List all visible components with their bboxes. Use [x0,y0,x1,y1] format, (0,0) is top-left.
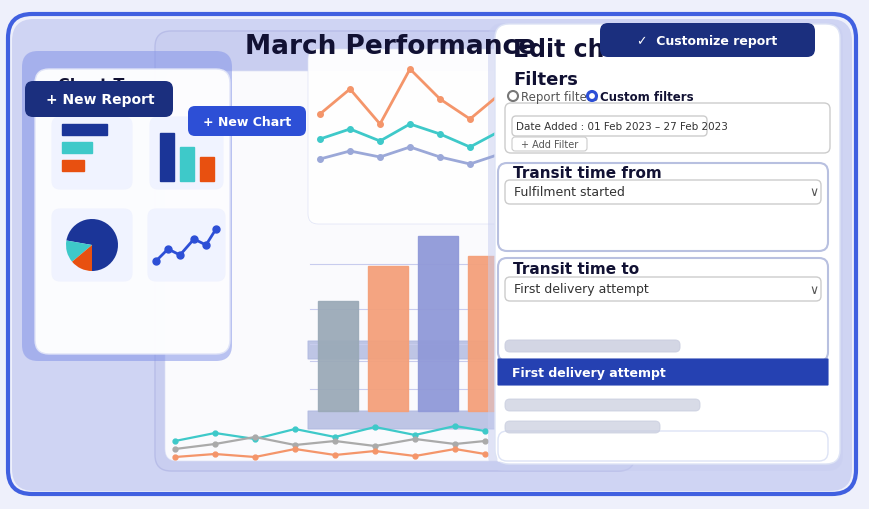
Text: Report filters: Report filters [521,90,597,103]
Wedge shape [66,241,92,262]
Wedge shape [72,245,92,271]
Text: Chart Type: Chart Type [58,77,155,92]
FancyBboxPatch shape [497,259,827,361]
FancyBboxPatch shape [165,72,624,461]
FancyBboxPatch shape [600,24,814,58]
Bar [368,267,408,411]
Circle shape [589,95,594,99]
FancyBboxPatch shape [25,82,173,118]
Text: Date Added : 01 Feb 2023 – 27 Feb 2023: Date Added : 01 Feb 2023 – 27 Feb 2023 [515,122,727,132]
Text: Transit time to: Transit time to [513,262,639,277]
FancyBboxPatch shape [512,138,587,152]
FancyBboxPatch shape [504,181,820,205]
FancyBboxPatch shape [148,210,225,281]
Text: ∨: ∨ [808,186,818,199]
FancyBboxPatch shape [12,20,851,491]
Text: + Add Filter: + Add Filter [521,140,578,150]
FancyBboxPatch shape [52,210,132,281]
Bar [180,148,194,182]
FancyBboxPatch shape [504,341,680,352]
FancyBboxPatch shape [494,25,839,464]
FancyBboxPatch shape [497,359,827,385]
Wedge shape [66,219,118,271]
Bar [318,301,357,411]
FancyBboxPatch shape [149,118,222,190]
Text: First delivery attempt: First delivery attempt [512,366,665,379]
FancyBboxPatch shape [308,411,593,429]
FancyBboxPatch shape [497,164,827,251]
FancyBboxPatch shape [35,70,229,354]
FancyBboxPatch shape [512,117,706,137]
Bar [62,125,107,136]
Bar [160,134,174,182]
FancyBboxPatch shape [497,385,827,461]
Text: Edit chart: Edit chart [513,38,642,62]
FancyBboxPatch shape [308,50,593,224]
Text: + New Report: + New Report [46,93,154,107]
FancyBboxPatch shape [52,118,132,190]
FancyBboxPatch shape [497,431,827,461]
Bar [468,257,507,411]
Text: Fulfilment started: Fulfilment started [514,186,624,199]
Text: ✓  Customize report: ✓ Customize report [636,35,776,47]
Circle shape [507,92,517,102]
FancyBboxPatch shape [504,421,660,433]
FancyBboxPatch shape [308,342,593,359]
FancyBboxPatch shape [155,32,634,471]
FancyBboxPatch shape [22,52,232,361]
Text: ∨: ∨ [808,283,818,296]
FancyBboxPatch shape [488,24,842,471]
Text: + New Chart: + New Chart [202,115,291,128]
Text: Custom filters: Custom filters [600,90,693,103]
Text: Transit time from: Transit time from [513,166,661,181]
FancyBboxPatch shape [504,277,820,301]
Bar [200,158,214,182]
Circle shape [587,92,596,102]
Bar [62,161,84,172]
FancyBboxPatch shape [504,399,700,411]
Bar [517,276,557,411]
Text: Filters: Filters [513,71,577,89]
FancyBboxPatch shape [504,104,829,154]
Bar [62,143,92,154]
Text: First delivery attempt: First delivery attempt [514,283,648,296]
FancyBboxPatch shape [188,107,306,137]
Bar [417,237,457,411]
Text: March Performance: March Performance [245,34,535,60]
